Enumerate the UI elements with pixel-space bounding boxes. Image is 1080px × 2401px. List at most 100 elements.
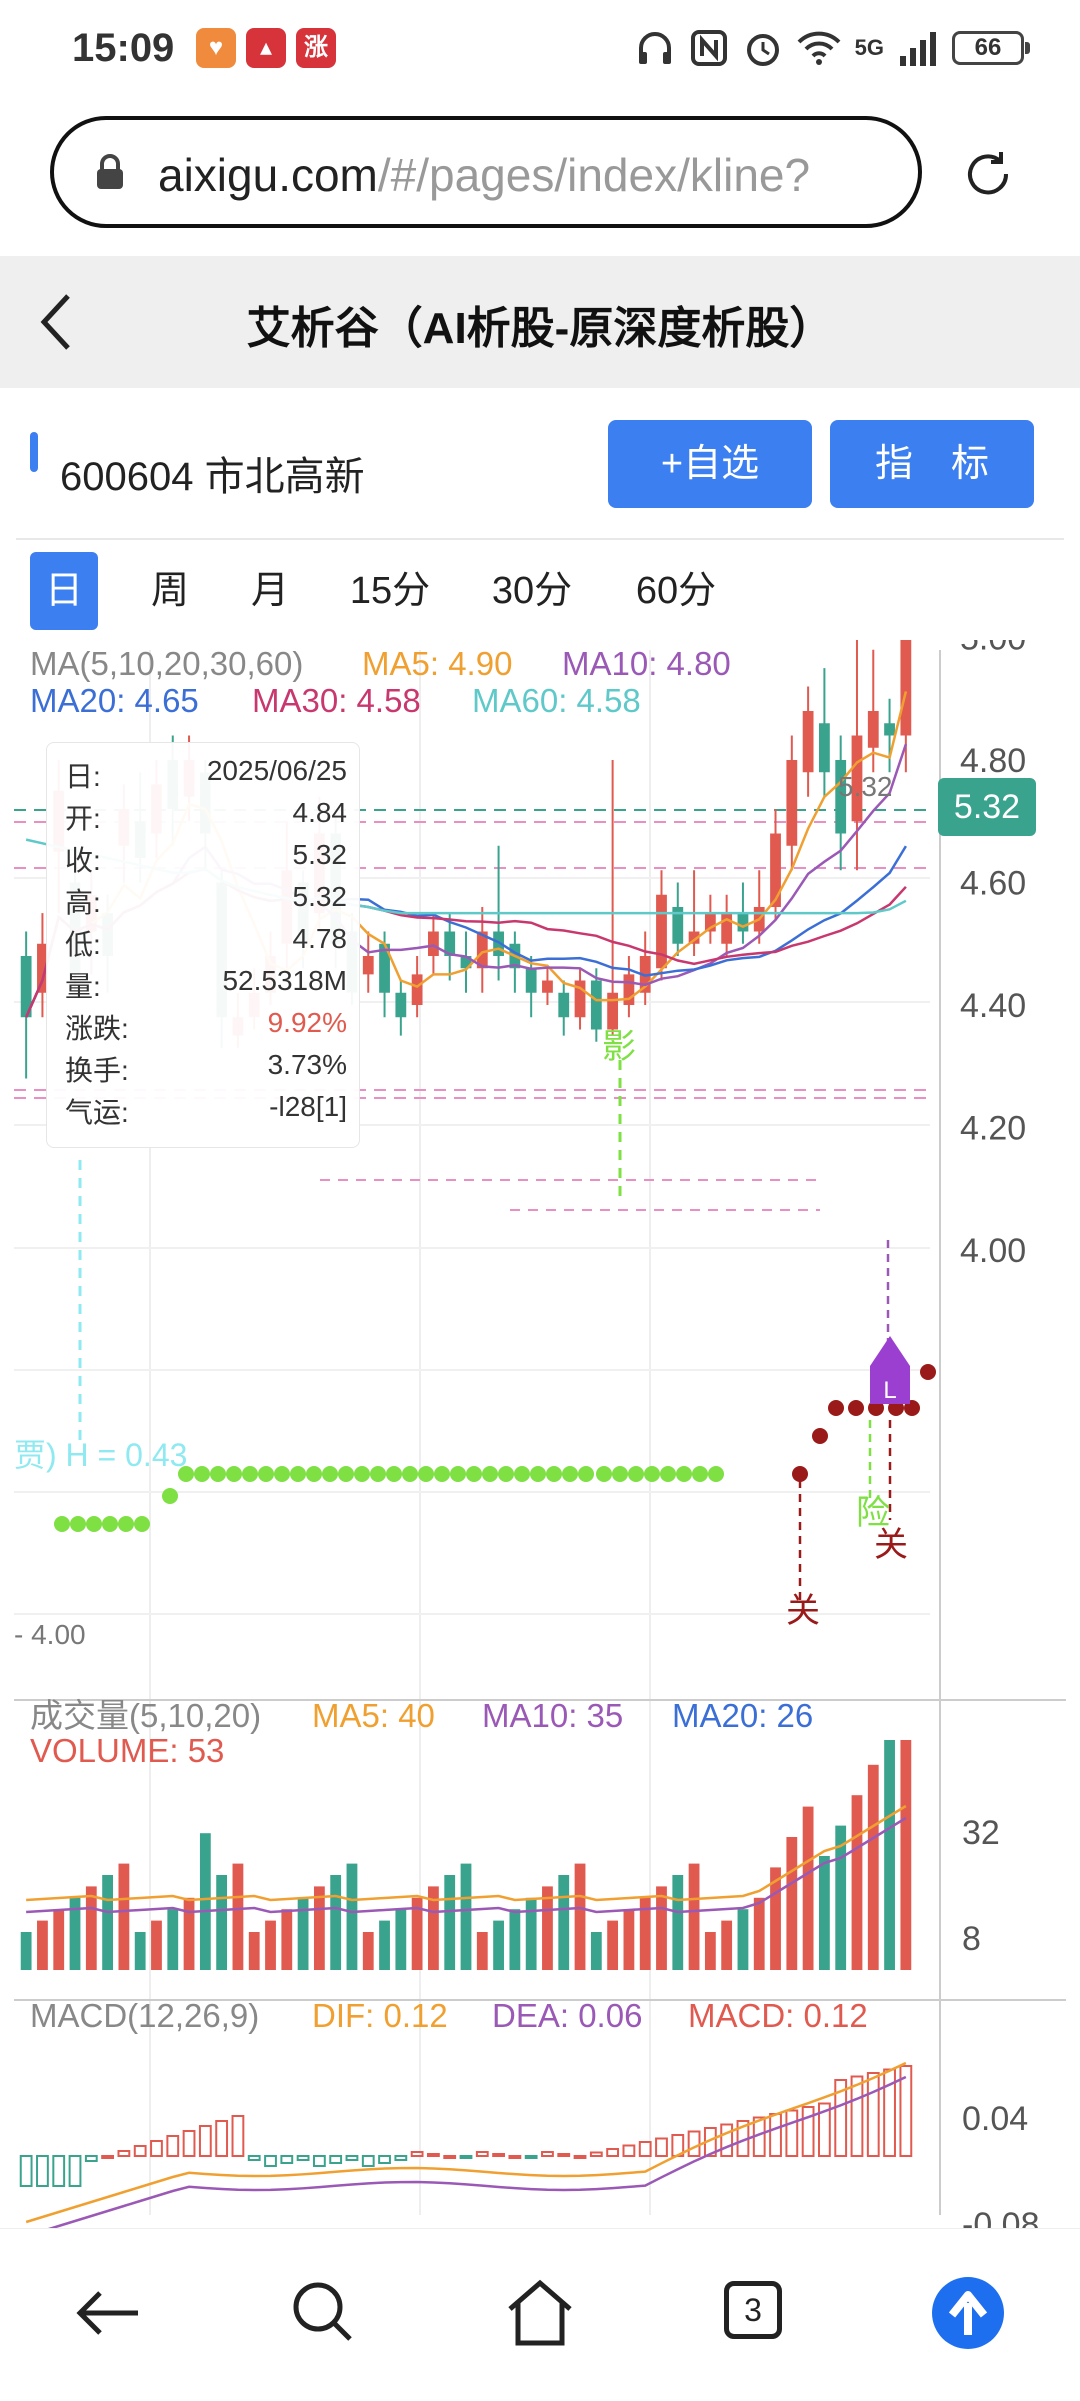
wifi-icon (797, 31, 841, 65)
volume-bar (851, 1795, 863, 1970)
green-dot (194, 1466, 210, 1482)
tooltip-key: 低: (65, 929, 101, 960)
green-dot (102, 1516, 118, 1532)
candle-body (737, 913, 749, 932)
macd-bar (101, 2155, 114, 2159)
volume-bar (183, 1897, 195, 1970)
tabs-button[interactable]: 3 (716, 2273, 796, 2353)
red-dot (812, 1428, 828, 1444)
macd-bar (687, 2130, 701, 2157)
macd-bar (866, 2072, 880, 2157)
green-dot (354, 1466, 370, 1482)
macd-bar (427, 2153, 440, 2157)
volume-bar (721, 1920, 733, 1970)
macd-bar (117, 2150, 131, 2157)
last-price-label: 5.32 (954, 788, 1020, 826)
tooltip-key: 换手: (65, 1055, 129, 1086)
tab-day[interactable]: 日 (30, 552, 98, 630)
volume-bar (704, 1932, 716, 1970)
macd-bar (443, 2155, 457, 2159)
tab-30min[interactable]: 30分 (491, 570, 573, 612)
green-dot (708, 1466, 724, 1482)
macd-bar (296, 2155, 310, 2161)
candle-body (900, 640, 912, 736)
volume-bar (444, 1875, 456, 1970)
candle-body (411, 974, 423, 1005)
volume-bar (346, 1863, 358, 1970)
macd-bar (655, 2137, 668, 2157)
price-tick-label: 4.40 (960, 987, 1026, 1025)
volume-bar (509, 1909, 521, 1970)
close-annotation: 关 (786, 1592, 820, 1630)
candle-body (704, 913, 716, 932)
green-dot (242, 1466, 258, 1482)
stock-chart[interactable]: 5.205.004.804.604.404.204.00MA(5,10,20,3… (0, 640, 1080, 2228)
tab-week[interactable]: 周 (150, 570, 189, 612)
green-dot (546, 1466, 562, 1482)
volume-ma10: MA10: 35 (482, 1697, 623, 1734)
green-dot (290, 1466, 306, 1482)
candle-body (37, 943, 48, 993)
price-tick-label: 4.20 (960, 1110, 1026, 1148)
tab-15min[interactable]: 15分 (349, 570, 431, 612)
green-dot (370, 1466, 386, 1482)
green-dot (306, 1466, 322, 1482)
macd-bar (264, 2155, 277, 2167)
green-dot (612, 1466, 628, 1482)
volume-value: VOLUME: 53 (30, 1732, 224, 1769)
macd-dea: DEA: 0.06 (492, 1997, 642, 2034)
macd-bar (231, 2115, 245, 2157)
volume-bar (656, 1886, 667, 1970)
volume-bar (411, 1897, 423, 1970)
volume-bar (819, 1856, 830, 1970)
green-dot (418, 1466, 434, 1482)
search-icon[interactable] (284, 2273, 364, 2353)
candle-body (590, 980, 602, 1030)
url-text[interactable]: aixigu.com/#/pages/index/kline? (158, 149, 811, 201)
macd-bar (850, 2075, 864, 2157)
macd-bar (524, 2155, 538, 2159)
volume-bar (395, 1909, 407, 1970)
tooltip-key: 气运: (65, 1097, 129, 1128)
green-dot (338, 1466, 354, 1482)
status-time: 15:09 (72, 26, 175, 70)
candle-body (851, 735, 863, 822)
risk-annotation: 险 (856, 1494, 890, 1532)
tab-month[interactable]: 月 (250, 570, 289, 612)
macd-bar (589, 2151, 603, 2157)
back-arrow-icon[interactable] (68, 2273, 148, 2353)
volume-bar (134, 1932, 146, 1970)
volume-bar (167, 1909, 179, 1970)
lock-icon (97, 154, 123, 189)
tooltip-value: 9.92% (267, 1007, 347, 1038)
macd-bar (133, 2145, 147, 2157)
reload-icon[interactable] (960, 146, 1016, 202)
green-dot (498, 1466, 514, 1482)
volume-title: 成交量(5,10,20) (30, 1697, 261, 1734)
macd-bar (769, 2113, 782, 2157)
candle-body (607, 992, 619, 1030)
app-notification-icon: 涨 (296, 28, 336, 68)
macd-bar (818, 2102, 831, 2157)
address-bar[interactable]: aixigu.com/#/pages/index/kline? (50, 116, 922, 228)
tooltip-value: 52.5318M (222, 965, 347, 996)
add-watchlist-button[interactable]: +自选 (608, 420, 812, 508)
tooltip-row: 气运: -l28[1] (65, 1091, 347, 1131)
home-icon[interactable] (500, 2273, 580, 2353)
candle-body (835, 760, 847, 834)
macd-bar (541, 2151, 554, 2157)
candle-body (770, 833, 781, 907)
volume-bar (248, 1932, 260, 1970)
green-dot (660, 1466, 676, 1482)
volume-bar (37, 1920, 48, 1970)
volume-bar (118, 1863, 130, 1970)
tab-60min[interactable]: 60分 (635, 570, 717, 612)
volume-bar (151, 1920, 162, 1970)
candle-body (525, 968, 537, 993)
upload-icon[interactable] (928, 2273, 1008, 2353)
indicators-button[interactable]: 指 标 (830, 420, 1034, 508)
back-chevron-icon[interactable] (28, 288, 88, 356)
red-dot (792, 1466, 808, 1482)
macd-title: MACD(12,26,9) (30, 1997, 259, 2034)
macd-dif: DIF: 0.12 (312, 1997, 448, 2034)
